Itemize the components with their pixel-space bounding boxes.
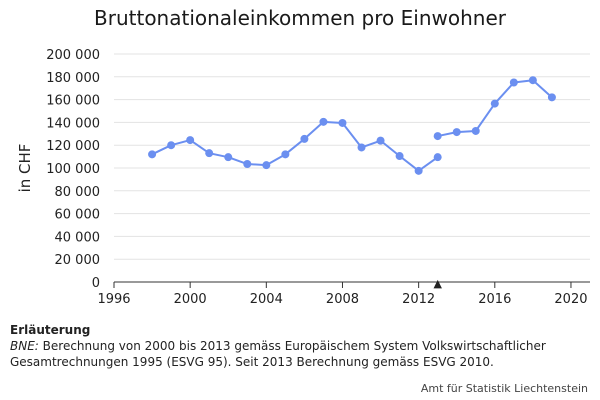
note-abbreviation: BNE: bbox=[10, 339, 39, 353]
note-heading: Erläuterung bbox=[10, 323, 91, 337]
data-point bbox=[205, 149, 214, 158]
data-point bbox=[414, 166, 423, 175]
data-point bbox=[395, 152, 404, 161]
data-point bbox=[528, 76, 537, 85]
data-point bbox=[224, 153, 233, 162]
series-line bbox=[151, 120, 439, 172]
y-tick-label: 40 000 bbox=[55, 230, 101, 245]
y-tick-label: 60 000 bbox=[55, 208, 101, 223]
data-point bbox=[433, 153, 442, 162]
data-point bbox=[167, 141, 176, 150]
data-point bbox=[490, 99, 499, 108]
data-point bbox=[471, 126, 480, 135]
y-tick-label: 160 000 bbox=[46, 94, 100, 109]
data-point bbox=[433, 132, 442, 141]
data-point bbox=[148, 150, 157, 159]
y-axis-label: in CHF bbox=[16, 144, 34, 193]
data-point bbox=[452, 128, 461, 137]
chart-title: Bruttonationaleinkommen pro Einwohner bbox=[94, 6, 506, 30]
data-point bbox=[300, 134, 309, 143]
x-tick-label: 1996 bbox=[97, 292, 130, 307]
data-point bbox=[319, 117, 328, 126]
break-marker-icon: ▲ bbox=[433, 277, 442, 290]
data-point bbox=[357, 143, 366, 152]
x-tick-label: 2004 bbox=[250, 292, 283, 307]
note-text: BNE: Berechnung von 2000 bis 2013 gemäss… bbox=[10, 338, 570, 370]
y-tick-label: 200 000 bbox=[46, 48, 100, 63]
data-point bbox=[509, 78, 518, 87]
series-line bbox=[437, 79, 553, 138]
data-point bbox=[243, 160, 252, 169]
y-tick-label: 120 000 bbox=[46, 139, 100, 154]
data-point bbox=[262, 161, 271, 170]
y-tick-label: 140 000 bbox=[46, 116, 100, 131]
source-credit: Amt für Statistik Liechtenstein bbox=[420, 382, 588, 395]
data-point bbox=[281, 150, 290, 159]
data-point bbox=[186, 136, 195, 145]
y-tick-label: 180 000 bbox=[46, 71, 100, 86]
y-tick-label: 0 bbox=[92, 276, 100, 291]
y-tick-label: 100 000 bbox=[46, 162, 100, 177]
note-description: Berechnung von 2000 bis 2013 gemäss Euro… bbox=[10, 339, 546, 369]
line-chart: 0 20 000 40 000 60 000 80 000 100 000 120 000 1… bbox=[16, 48, 590, 307]
x-tick-label: 2020 bbox=[554, 292, 587, 307]
y-tick-label: 20 000 bbox=[55, 253, 101, 268]
data-point bbox=[376, 136, 385, 145]
x-tick-label: 2008 bbox=[326, 292, 359, 307]
y-tick-label: 80 000 bbox=[55, 185, 101, 200]
x-tick-label: 2012 bbox=[402, 292, 435, 307]
data-point bbox=[547, 93, 556, 102]
x-tick-label: 2016 bbox=[478, 292, 511, 307]
x-tick-label: 2000 bbox=[174, 292, 207, 307]
data-point bbox=[338, 118, 347, 127]
